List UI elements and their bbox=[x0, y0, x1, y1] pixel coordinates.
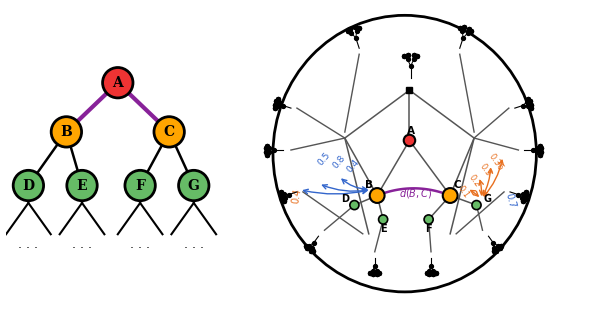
Ellipse shape bbox=[273, 15, 536, 292]
Text: 0.7: 0.7 bbox=[503, 191, 517, 209]
Text: 0.3: 0.3 bbox=[477, 162, 492, 178]
Text: 0.1: 0.1 bbox=[456, 184, 471, 200]
Circle shape bbox=[13, 170, 43, 201]
Text: G: G bbox=[483, 194, 491, 204]
Text: B: B bbox=[60, 125, 72, 139]
Text: 0.8: 0.8 bbox=[331, 154, 347, 170]
Text: 0.5: 0.5 bbox=[316, 150, 333, 167]
Text: 0.4: 0.4 bbox=[291, 187, 303, 204]
Circle shape bbox=[103, 67, 133, 98]
Circle shape bbox=[379, 215, 388, 224]
Circle shape bbox=[424, 215, 433, 224]
Text: D: D bbox=[341, 194, 349, 204]
Text: 0.36: 0.36 bbox=[487, 152, 505, 172]
Text: C: C bbox=[454, 180, 461, 190]
Text: E: E bbox=[380, 224, 387, 234]
Circle shape bbox=[370, 188, 385, 203]
Circle shape bbox=[179, 170, 209, 201]
Circle shape bbox=[443, 188, 458, 203]
Circle shape bbox=[403, 135, 415, 146]
Text: A: A bbox=[406, 127, 415, 136]
Text: · · ·: · · · bbox=[184, 242, 204, 255]
Circle shape bbox=[67, 170, 97, 201]
Text: G: G bbox=[188, 178, 200, 192]
Text: 0.4: 0.4 bbox=[345, 157, 361, 174]
Text: A: A bbox=[112, 76, 123, 90]
Circle shape bbox=[350, 201, 359, 210]
Circle shape bbox=[154, 117, 184, 147]
Text: $d(B,C)$: $d(B,C)$ bbox=[399, 187, 432, 200]
Circle shape bbox=[125, 170, 155, 201]
Text: D: D bbox=[22, 178, 34, 192]
Text: · · ·: · · · bbox=[18, 242, 39, 255]
Text: B: B bbox=[365, 180, 373, 190]
Text: · · ·: · · · bbox=[72, 242, 92, 255]
Circle shape bbox=[472, 201, 481, 210]
Text: C: C bbox=[164, 125, 175, 139]
Text: F: F bbox=[425, 224, 432, 234]
Text: 0.2: 0.2 bbox=[467, 173, 481, 189]
Text: · · ·: · · · bbox=[130, 242, 150, 255]
Text: E: E bbox=[77, 178, 88, 192]
Text: F: F bbox=[135, 178, 145, 192]
Circle shape bbox=[51, 117, 82, 147]
